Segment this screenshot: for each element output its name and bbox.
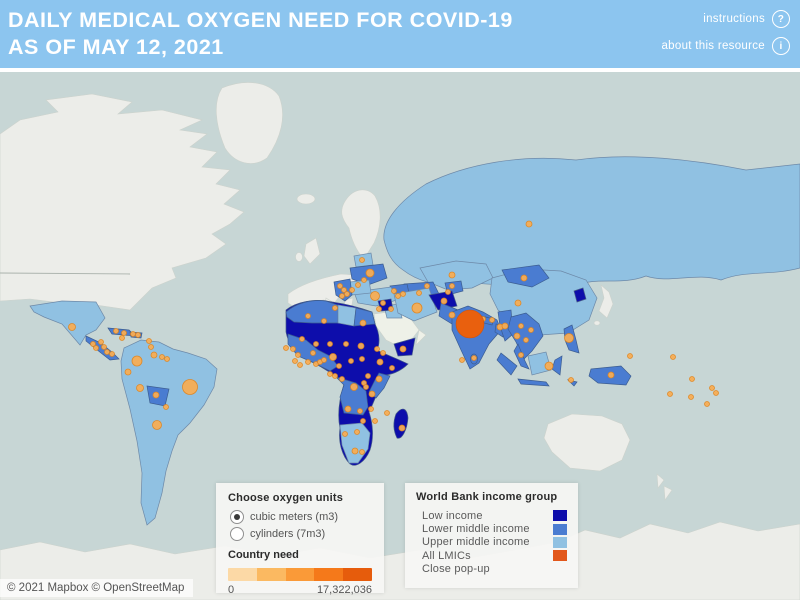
radio-label-cylinders: cylinders (7m3) bbox=[250, 528, 326, 540]
landmass-iceland bbox=[296, 193, 316, 205]
landmass-new-zealand-south bbox=[663, 485, 673, 501]
units-panel-title: Choose oxygen units bbox=[228, 492, 344, 504]
scale-min-label: 0 bbox=[228, 584, 235, 596]
upper-middle-swatch bbox=[553, 536, 567, 548]
country-morocco-algeria bbox=[285, 300, 339, 324]
country-borneo bbox=[527, 351, 552, 376]
close-popup-button[interactable]: Close pop-up bbox=[422, 563, 490, 576]
landmass-japan-south bbox=[593, 320, 601, 326]
radio-cubic-meters[interactable]: cubic meters (m3) bbox=[230, 510, 372, 524]
about-resource-label: about this resource bbox=[661, 40, 765, 52]
question-icon: ? bbox=[772, 10, 790, 28]
country-java bbox=[517, 378, 550, 387]
page-title-line1: DAILY MEDICAL OXYGEN NEED FOR COVID-19 bbox=[8, 8, 513, 32]
radio-cylinders[interactable]: cylinders (7m3) bbox=[230, 527, 372, 541]
page-title: DAILY MEDICAL OXYGEN NEED FOR COVID-19 A… bbox=[8, 7, 513, 61]
landmass-uk bbox=[303, 237, 321, 265]
country-need-title: Country need bbox=[228, 549, 299, 561]
country-madagascar bbox=[393, 408, 409, 439]
country-need-scale bbox=[228, 568, 372, 581]
legend-item-all-lmics: All LMICs bbox=[416, 549, 567, 562]
header: DAILY MEDICAL OXYGEN NEED FOR COVID-19 A… bbox=[0, 0, 800, 68]
country-need-scale-labels: 0 17,322,036 bbox=[228, 584, 372, 596]
world-map[interactable]: Choose oxygen units cubic meters (m3) cy… bbox=[0, 72, 800, 600]
income-panel-title: World Bank income group bbox=[416, 491, 558, 503]
landmass-japan bbox=[598, 284, 614, 319]
landmass-ireland bbox=[295, 252, 303, 262]
landmass-new-zealand bbox=[656, 473, 665, 489]
low-income-swatch bbox=[553, 510, 567, 522]
page-title-line2: AS OF MAY 12, 2021 bbox=[8, 35, 224, 59]
big-need-bubble-india[interactable] bbox=[455, 309, 485, 339]
need-bubbles[interactable] bbox=[68, 220, 719, 455]
legend-item-low-income: Low income bbox=[416, 509, 567, 522]
region-central-africa bbox=[335, 376, 369, 416]
instructions-label: instructions bbox=[703, 13, 765, 25]
country-mexico bbox=[29, 300, 106, 346]
country-sumatra bbox=[496, 352, 518, 376]
landmass-north-america bbox=[0, 93, 245, 311]
country-egypt bbox=[353, 307, 376, 327]
about-resource-button[interactable]: about this resource i bbox=[661, 37, 790, 55]
instructions-button[interactable]: instructions ? bbox=[703, 10, 790, 28]
lower-middle-swatch bbox=[553, 523, 567, 535]
radio-label-cubic-meters: cubic meters (m3) bbox=[250, 511, 339, 523]
landmass-greenland bbox=[215, 82, 283, 164]
header-divider bbox=[0, 68, 800, 72]
us-canada-border bbox=[0, 272, 131, 275]
map-canvas[interactable] bbox=[0, 72, 800, 600]
map-attribution: © 2021 Mapbox © OpenStreetMap bbox=[0, 579, 194, 597]
radio-icon-cylinders[interactable] bbox=[230, 527, 244, 541]
country-north-korea bbox=[573, 287, 587, 303]
country-indochina bbox=[507, 312, 544, 360]
all-lmics-swatch bbox=[553, 550, 567, 562]
info-icon: i bbox=[772, 37, 790, 55]
legend-item-upper-middle: Upper middle income bbox=[416, 536, 567, 549]
country-libya bbox=[337, 304, 357, 327]
header-links: instructions ? about this resource i bbox=[661, 10, 790, 55]
radio-icon-cubic-meters[interactable] bbox=[230, 510, 244, 524]
legend-item-lower-middle: Lower middle income bbox=[416, 522, 567, 535]
income-group-panel: World Bank income group Low income Lower… bbox=[405, 483, 578, 588]
landmass-australia bbox=[543, 413, 631, 472]
oxygen-units-panel: Choose oxygen units cubic meters (m3) cy… bbox=[216, 483, 384, 596]
landmass-oman bbox=[415, 329, 427, 346]
landmass-scandinavia bbox=[341, 189, 381, 260]
scale-max-label: 17,322,036 bbox=[316, 584, 372, 596]
